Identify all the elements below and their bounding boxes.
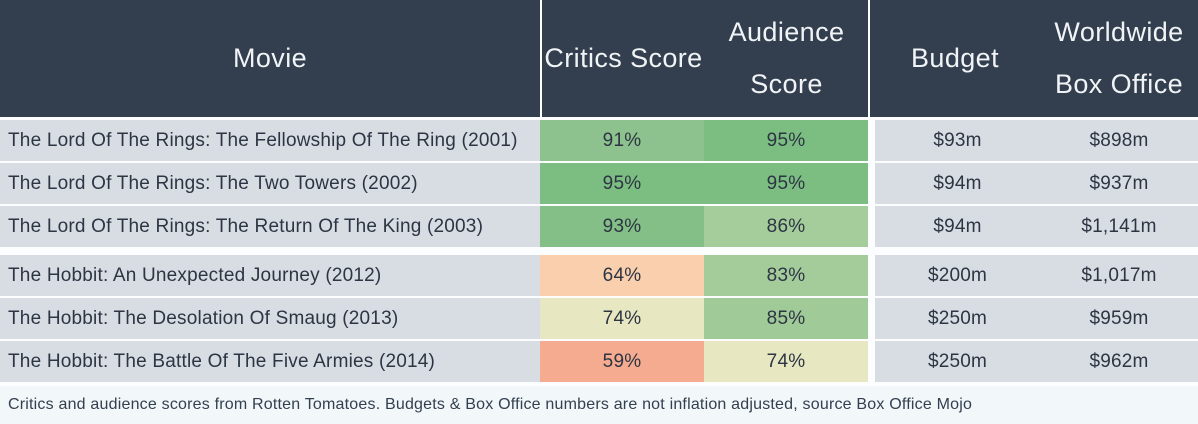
budget-cell: $200m <box>868 255 1040 296</box>
audience-score-cell: 83% <box>704 255 868 296</box>
footnote: Critics and audience scores from Rotten … <box>0 386 1198 424</box>
budget-cell: $94m <box>868 163 1040 204</box>
table-header: Movie Critics Score Audience Score Budge… <box>0 0 1198 117</box>
column-header-budget: Budget <box>911 42 999 73</box>
box-office-cell: $962m <box>1040 341 1198 382</box>
audience-score-cell: 95% <box>704 120 868 161</box>
critics-score-cell: 95% <box>540 163 704 204</box>
audience-score-cell: 74% <box>704 341 868 382</box>
score-columns-header-group: Critics Score Audience Score <box>540 0 868 117</box>
box-office-cell: $1,017m <box>1040 255 1198 296</box>
movie-cell: The Lord Of The Rings: The Fellowship Of… <box>0 120 540 161</box>
box-office-cell: $898m <box>1040 120 1198 161</box>
table-row: The Lord Of The Rings: The Return Of The… <box>0 206 1198 247</box>
movie-cell: The Hobbit: The Desolation Of Smaug (201… <box>0 298 540 339</box>
audience-score-cell: 85% <box>704 298 868 339</box>
budget-cell: $250m <box>868 341 1040 382</box>
column-header-audience-score: Audience Score <box>728 17 845 99</box>
audience-score-cell: 86% <box>704 206 868 247</box>
budget-cell: $94m <box>868 206 1040 247</box>
column-header-movie-label: Movie <box>232 43 308 73</box>
audience-score-cell: 95% <box>704 163 868 204</box>
table-row: The Lord Of The Rings: The Fellowship Of… <box>0 120 1198 161</box>
footnote-text: Critics and audience scores from Rotten … <box>8 396 973 413</box>
critics-score-cell: 93% <box>540 206 704 247</box>
budget-cell: $250m <box>868 298 1040 339</box>
column-header-worldwide-box-office: Worldwide Box Office <box>1054 17 1184 99</box>
critics-score-cell: 74% <box>540 298 704 339</box>
column-header-movie: Movie <box>0 0 540 117</box>
movie-cell: The Hobbit: The Battle Of The Five Armie… <box>0 341 540 382</box>
critics-score-cell: 64% <box>540 255 704 296</box>
table-row: The Hobbit: An Unexpected Journey (2012)… <box>0 255 1198 296</box>
box-office-cell: $959m <box>1040 298 1198 339</box>
table-row: The Hobbit: The Desolation Of Smaug (201… <box>0 298 1198 339</box>
critics-score-cell: 59% <box>540 341 704 382</box>
box-office-cell: $937m <box>1040 163 1198 204</box>
money-columns-header-group: Budget Worldwide Box Office <box>868 0 1198 117</box>
budget-cell: $93m <box>868 120 1040 161</box>
box-office-cell: $1,141m <box>1040 206 1198 247</box>
table-row: The Hobbit: The Battle Of The Five Armie… <box>0 341 1198 382</box>
critics-score-cell: 91% <box>540 120 704 161</box>
movie-cell: The Hobbit: An Unexpected Journey (2012) <box>0 255 540 296</box>
movie-cell: The Lord Of The Rings: The Two Towers (2… <box>0 163 540 204</box>
table-row: The Lord Of The Rings: The Two Towers (2… <box>0 163 1198 204</box>
movie-cell: The Lord Of The Rings: The Return Of The… <box>0 206 540 247</box>
column-header-critics-score: Critics Score <box>544 42 703 73</box>
